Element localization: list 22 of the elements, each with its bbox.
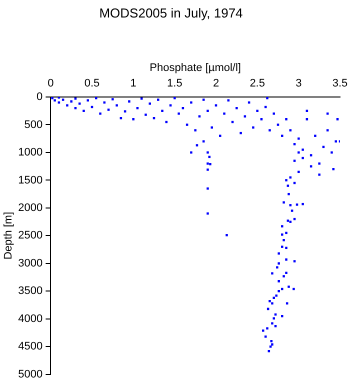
x-tick-label: 3 [296, 77, 302, 90]
chart-title: MODS2005 in July, 1974 [99, 5, 243, 20]
x-tick-label: 1 [130, 77, 136, 90]
y-tick-label: 0 [36, 91, 43, 104]
x-tick-label: 1.5 [167, 77, 182, 90]
x-tick-label: 3.5 [332, 77, 348, 90]
x-axis-title: Phosphate [µmol/l] [150, 62, 242, 74]
y-tick-label: 2500 [18, 230, 43, 242]
y-tick-label: 1500 [18, 174, 43, 186]
y-tick-label: 500 [24, 118, 43, 131]
x-tick-label: 2 [212, 77, 220, 90]
y-tick-label: 3500 [18, 285, 43, 298]
x-tick-label: 0.5 [84, 77, 100, 90]
y-tick-label: 5000 [18, 368, 43, 380]
y-tick-label: 4500 [18, 340, 43, 353]
y-tick-label: 3000 [18, 257, 43, 270]
y-axis-title: Depth [m] [2, 212, 15, 260]
y-tick-label: 1000 [18, 146, 43, 159]
y-tick-label: 4000 [18, 312, 43, 325]
x-tick-label: 0 [48, 77, 54, 90]
y-tick-label: 2000 [18, 202, 43, 214]
x-tick-label: 2.5 [250, 77, 265, 90]
